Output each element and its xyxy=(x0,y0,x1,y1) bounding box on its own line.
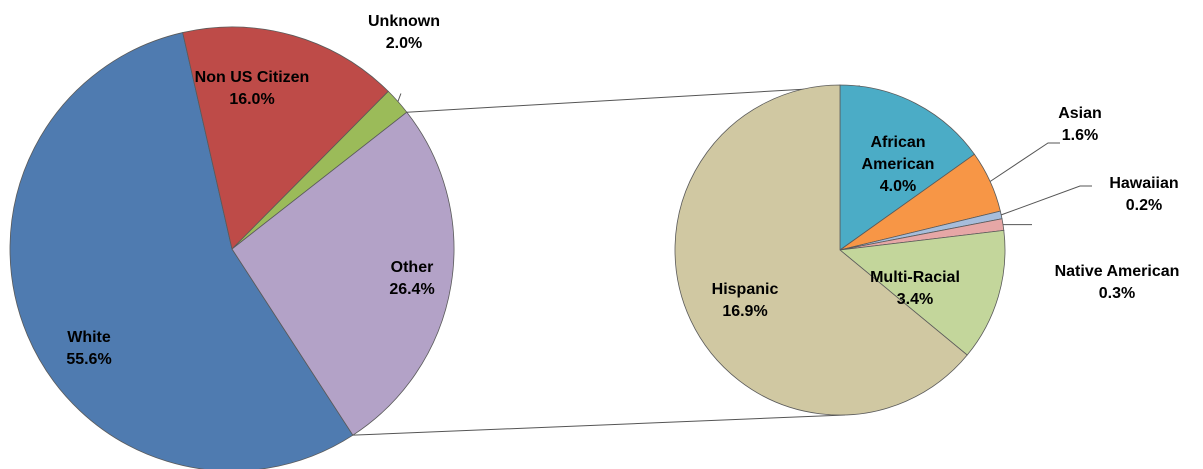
connector-top xyxy=(406,85,861,113)
slice-multi-racial xyxy=(839,229,1006,356)
connector-lines xyxy=(352,85,861,436)
connector-bottom xyxy=(352,414,846,436)
slice-other xyxy=(231,111,455,436)
slice-white xyxy=(9,32,354,469)
label-african-american: African American 4.0% xyxy=(862,134,935,195)
leader-lines xyxy=(397,93,1092,226)
leader-unknown xyxy=(397,93,402,102)
slice-hispanic xyxy=(674,84,968,416)
leader-hawaiian xyxy=(1001,185,1092,216)
label-native-american: Native American 0.3% xyxy=(1055,263,1180,302)
main-pie xyxy=(9,26,455,469)
label-hawaiian: Hawaiian 0.2% xyxy=(1109,175,1178,214)
label-other: Other 26.4% xyxy=(389,259,434,298)
label-hispanic: Hispanic 16.9% xyxy=(712,281,779,320)
slice-non-us-citizen xyxy=(182,26,389,250)
slice-african-american xyxy=(839,84,975,251)
data-labels: White 55.6% Non US Citizen 16.0% Unknown 2.0%… xyxy=(66,13,1179,368)
label-unknown: Unknown 2.0% xyxy=(368,13,440,52)
leader-asian xyxy=(989,142,1060,182)
breakout-pie xyxy=(674,84,1006,416)
label-asian: Asian 1.6% xyxy=(1058,105,1102,144)
label-non-us-citizen: Non US Citizen 16.0% xyxy=(195,69,310,108)
label-multi-racial: Multi-Racial 3.4% xyxy=(870,269,960,308)
label-white: White 55.6% xyxy=(66,329,111,368)
